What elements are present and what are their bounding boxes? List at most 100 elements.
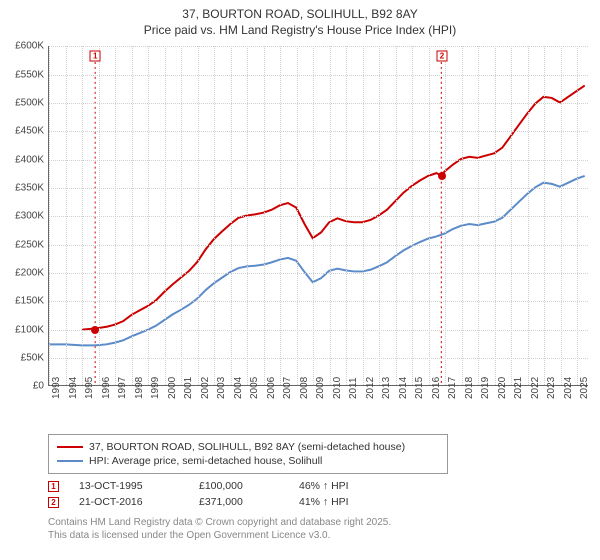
y-tick-label: £400K bbox=[0, 154, 44, 165]
x-tick-label: 1998 bbox=[134, 377, 145, 399]
gridline-v bbox=[462, 46, 463, 385]
y-tick-label: £500K bbox=[0, 98, 44, 109]
gridline-h bbox=[49, 103, 588, 104]
event-marker: 1 bbox=[90, 51, 101, 62]
event-list: 113-OCT-1995£100,00046% ↑ HPI221-OCT-201… bbox=[48, 478, 590, 510]
gridline-v bbox=[313, 46, 314, 385]
event-price: £100,000 bbox=[199, 480, 279, 492]
x-tick-label: 2015 bbox=[414, 377, 425, 399]
gridline-v bbox=[115, 46, 116, 385]
legend-swatch-2 bbox=[57, 460, 83, 462]
x-tick-label: 1995 bbox=[84, 377, 95, 399]
gridline-h bbox=[49, 358, 588, 359]
x-tick-label: 2005 bbox=[249, 377, 260, 399]
x-tick-label: 2007 bbox=[282, 377, 293, 399]
x-tick-label: 2025 bbox=[579, 377, 590, 399]
x-tick-label: 1999 bbox=[150, 377, 161, 399]
x-tick-label: 2016 bbox=[431, 377, 442, 399]
x-tick-label: 2019 bbox=[480, 377, 491, 399]
gridline-v bbox=[379, 46, 380, 385]
gridline-v bbox=[429, 46, 430, 385]
gridline-h bbox=[49, 188, 588, 189]
gridline-v bbox=[297, 46, 298, 385]
x-tick-label: 1993 bbox=[51, 377, 62, 399]
x-tick-label: 2002 bbox=[200, 377, 211, 399]
y-tick-label: £600K bbox=[0, 41, 44, 52]
legend-row-series2: HPI: Average price, semi-detached house,… bbox=[57, 454, 439, 468]
series-line-hpi bbox=[49, 176, 585, 345]
gridline-v bbox=[511, 46, 512, 385]
x-tick-label: 2008 bbox=[299, 377, 310, 399]
legend-label-1: 37, BOURTON ROAD, SOLIHULL, B92 8AY (sem… bbox=[89, 441, 405, 453]
y-tick-label: £550K bbox=[0, 69, 44, 80]
x-tick-label: 2001 bbox=[183, 377, 194, 399]
x-tick-label: 1994 bbox=[68, 377, 79, 399]
y-tick-label: £450K bbox=[0, 126, 44, 137]
gridline-v bbox=[82, 46, 83, 385]
gridline-v bbox=[280, 46, 281, 385]
event-pct: 41% ↑ HPI bbox=[299, 496, 389, 508]
gridline-h bbox=[49, 301, 588, 302]
gridline-h bbox=[49, 160, 588, 161]
event-date: 13-OCT-1995 bbox=[79, 480, 179, 492]
gridline-h bbox=[49, 75, 588, 76]
gridline-v bbox=[264, 46, 265, 385]
gridline-v bbox=[346, 46, 347, 385]
x-tick-label: 2017 bbox=[447, 377, 458, 399]
x-tick-label: 2020 bbox=[497, 377, 508, 399]
x-tick-label: 2009 bbox=[315, 377, 326, 399]
x-tick-label: 2013 bbox=[381, 377, 392, 399]
gridline-v bbox=[49, 46, 50, 385]
legend-row-series1: 37, BOURTON ROAD, SOLIHULL, B92 8AY (sem… bbox=[57, 440, 439, 454]
y-tick-label: £200K bbox=[0, 268, 44, 279]
x-tick-label: 2004 bbox=[233, 377, 244, 399]
legend-label-2: HPI: Average price, semi-detached house,… bbox=[89, 455, 322, 467]
gridline-v bbox=[330, 46, 331, 385]
gridline-v bbox=[396, 46, 397, 385]
chart-area: 12 £0£50K£100K£150K£200K£250K£300K£350K£… bbox=[0, 40, 600, 430]
plot: 12 bbox=[48, 46, 588, 386]
y-tick-label: £150K bbox=[0, 296, 44, 307]
legend-swatch-1 bbox=[57, 446, 83, 448]
x-tick-label: 2003 bbox=[216, 377, 227, 399]
x-tick-label: 2021 bbox=[513, 377, 524, 399]
x-tick-label: 2014 bbox=[398, 377, 409, 399]
gridline-v bbox=[528, 46, 529, 385]
gridline-v bbox=[198, 46, 199, 385]
gridline-h bbox=[49, 330, 588, 331]
y-tick-label: £350K bbox=[0, 183, 44, 194]
x-tick-label: 2018 bbox=[464, 377, 475, 399]
gridline-v bbox=[214, 46, 215, 385]
gridline-v bbox=[412, 46, 413, 385]
gridline-v bbox=[148, 46, 149, 385]
title-line1: 37, BOURTON ROAD, SOLIHULL, B92 8AY bbox=[0, 6, 600, 22]
gridline-v bbox=[165, 46, 166, 385]
gridline-v bbox=[231, 46, 232, 385]
event-row-marker: 2 bbox=[48, 497, 59, 508]
x-tick-label: 2000 bbox=[167, 377, 178, 399]
gridline-v bbox=[495, 46, 496, 385]
y-tick-label: £0 bbox=[0, 381, 44, 392]
legend: 37, BOURTON ROAD, SOLIHULL, B92 8AY (sem… bbox=[48, 434, 448, 474]
x-tick-label: 2022 bbox=[530, 377, 541, 399]
event-row: 113-OCT-1995£100,00046% ↑ HPI bbox=[48, 478, 590, 494]
gridline-v bbox=[181, 46, 182, 385]
gridline-v bbox=[544, 46, 545, 385]
gridline-v bbox=[247, 46, 248, 385]
gridline-v bbox=[577, 46, 578, 385]
event-date: 21-OCT-2016 bbox=[79, 496, 179, 508]
x-tick-label: 1996 bbox=[101, 377, 112, 399]
x-tick-label: 2023 bbox=[546, 377, 557, 399]
gridline-h bbox=[49, 131, 588, 132]
gridline-v bbox=[478, 46, 479, 385]
event-pct: 46% ↑ HPI bbox=[299, 480, 389, 492]
series-line-price_paid bbox=[82, 86, 585, 330]
title-line2: Price paid vs. HM Land Registry's House … bbox=[0, 22, 600, 38]
gridline-v bbox=[99, 46, 100, 385]
gridline-h bbox=[49, 273, 588, 274]
x-tick-label: 2010 bbox=[332, 377, 343, 399]
x-tick-label: 2006 bbox=[266, 377, 277, 399]
y-tick-label: £50K bbox=[0, 353, 44, 364]
sale-point bbox=[438, 172, 446, 180]
y-tick-label: £300K bbox=[0, 211, 44, 222]
